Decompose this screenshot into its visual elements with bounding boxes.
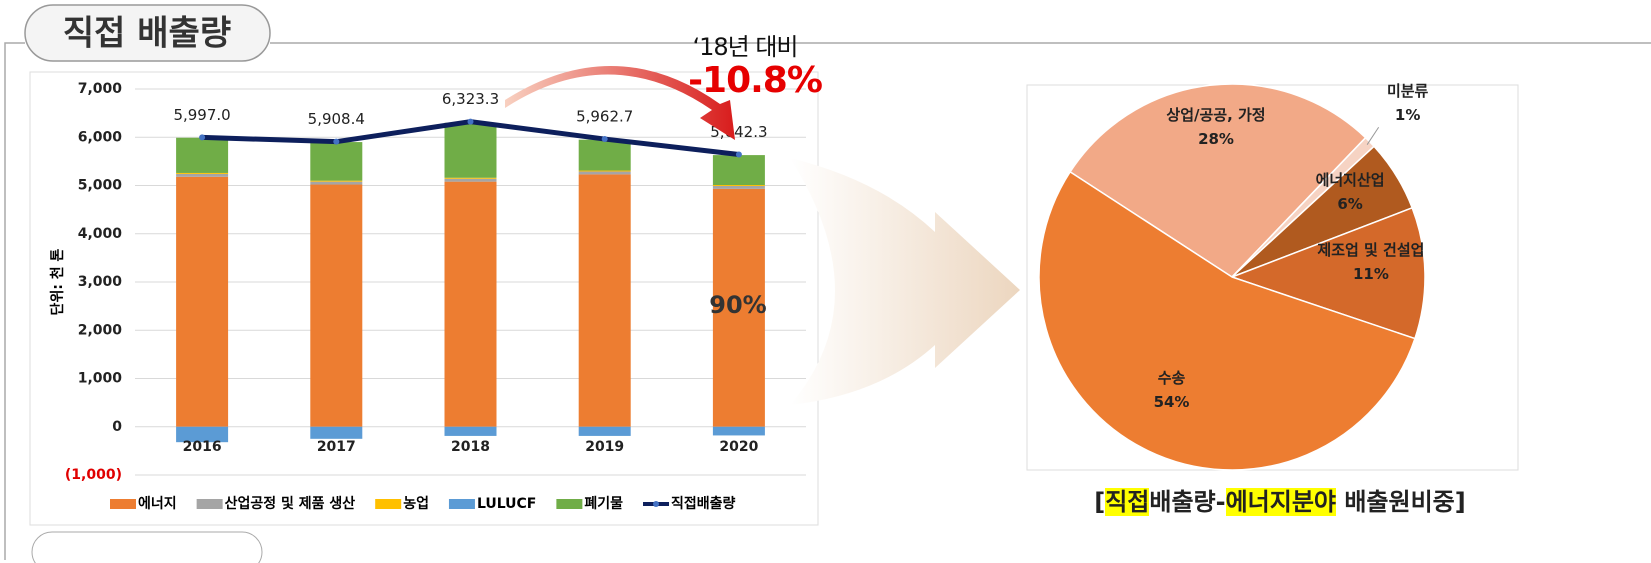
bar-segment	[310, 426, 363, 439]
legend-swatch	[196, 499, 223, 509]
bar-segment	[578, 139, 631, 171]
data-label: 5,908.4	[308, 110, 365, 128]
y-tick-label: 7,000	[78, 81, 123, 97]
bar-segment	[712, 426, 765, 436]
caption-part: 배출원비중]	[1336, 488, 1466, 516]
x-tick-label: 2019	[585, 439, 624, 455]
line-point	[333, 138, 340, 145]
pie-category: 미분류	[1386, 82, 1429, 101]
change-label: -10.8%	[688, 60, 822, 101]
caption: [직접배출량-에너지분야 배출원비중]	[1030, 482, 1530, 517]
data-label: 6,323.3	[442, 90, 499, 108]
x-tick-label: 2017	[317, 439, 356, 455]
y-tick-label: 0	[112, 419, 122, 435]
pie-value: 54%	[1153, 393, 1190, 412]
line-point	[735, 151, 742, 158]
bar-segment	[444, 122, 497, 178]
y-tick-label: 5,000	[78, 178, 123, 194]
data-label: 5,962.7	[576, 108, 633, 126]
y-tick-label: 3,000	[78, 274, 123, 290]
pie-category: 에너지산업	[1315, 170, 1385, 189]
header-tab	[24, 4, 271, 62]
legend-swatch	[556, 499, 583, 509]
x-tick-label: 2018	[451, 439, 490, 455]
y-tick-label: 6,000	[78, 129, 123, 145]
pie-value: 1%	[1394, 106, 1421, 125]
y-tick-label: 1,000	[78, 371, 123, 387]
bar-segment	[176, 172, 229, 174]
x-tick-label: 2020	[719, 439, 758, 455]
legend-swatch	[375, 499, 402, 509]
header-title: 직접 배출량	[63, 14, 231, 54]
legend-swatch	[110, 499, 136, 509]
legend-label: 직접배출량	[671, 495, 736, 512]
caption-part: 직접	[1105, 488, 1150, 516]
data-label: 5,997.0	[173, 106, 230, 124]
legend-label: 에너지	[138, 496, 177, 512]
x-tick-label: 2016	[183, 439, 222, 455]
line-point	[467, 118, 474, 125]
pie-label: 상업/공공, 가정 28%	[1161, 103, 1271, 151]
legend-swatch	[653, 501, 660, 507]
pie-label: 제조업 및 건설업 11%	[1316, 238, 1426, 286]
bar-segment	[444, 426, 497, 436]
bar-segment	[712, 185, 765, 189]
bar-segment	[578, 174, 631, 427]
pie-label: 미분류 1%	[1353, 79, 1463, 127]
bar-segment	[176, 176, 229, 427]
y-tick-label: (1,000)	[65, 467, 122, 483]
caption-part: 배출량-	[1149, 488, 1226, 516]
bar-segment	[310, 184, 363, 427]
legend-label: 농업	[403, 496, 429, 512]
bar-box	[29, 71, 819, 526]
next-tab	[31, 531, 263, 563]
bar-segment	[176, 137, 229, 173]
red-arrow	[505, 65, 735, 140]
pie-slice	[1069, 83, 1367, 278]
bar-segment	[712, 155, 765, 186]
legend-label: LULUCF	[477, 496, 536, 512]
bar-segment	[578, 170, 631, 172]
bar-segment	[176, 173, 229, 177]
big-arrow	[790, 158, 1020, 405]
pie-label: 에너지산업 6%	[1295, 168, 1405, 216]
bar-segment	[578, 426, 631, 436]
pie-category: 수송	[1157, 369, 1186, 388]
y-axis-title: 단위: 천 톤	[49, 248, 66, 315]
bar-segment	[444, 177, 497, 179]
y-tick-label: 2,000	[78, 322, 123, 338]
bar-segment	[310, 142, 363, 181]
legend-label: 산업공정 및 제품 생산	[225, 495, 356, 512]
pie-label: 수송 54%	[1117, 366, 1227, 414]
bar-segment	[310, 180, 363, 182]
line-point	[199, 134, 206, 141]
share-label: 90%	[709, 291, 766, 319]
caption-part: [	[1094, 488, 1106, 516]
leader-line	[1366, 126, 1380, 145]
bar-segment	[578, 171, 631, 175]
bar-segment	[176, 426, 229, 443]
pie-value: 6%	[1337, 194, 1363, 213]
bar-segment	[712, 188, 765, 427]
bar-segment	[712, 185, 765, 186]
line-point	[601, 136, 608, 143]
pie-slice	[1229, 206, 1426, 340]
pie-category: 상업/공공, 가정	[1166, 105, 1266, 124]
legend-swatch	[448, 499, 475, 509]
compare-label: ‘18년 대비	[692, 33, 797, 61]
caption-part: 에너지분야	[1225, 488, 1336, 516]
frame	[4, 42, 1651, 560]
bar-segment	[444, 178, 497, 182]
bar-segment	[310, 181, 363, 185]
pie-category: 제조업 및 건설업	[1317, 241, 1425, 260]
legend-label: 폐기물	[584, 496, 623, 512]
bar-segment	[444, 181, 497, 427]
pie-value: 28%	[1198, 129, 1234, 148]
pie-slice	[1038, 170, 1416, 471]
y-tick-label: 4,000	[78, 226, 123, 242]
pie-value: 11%	[1352, 265, 1389, 284]
